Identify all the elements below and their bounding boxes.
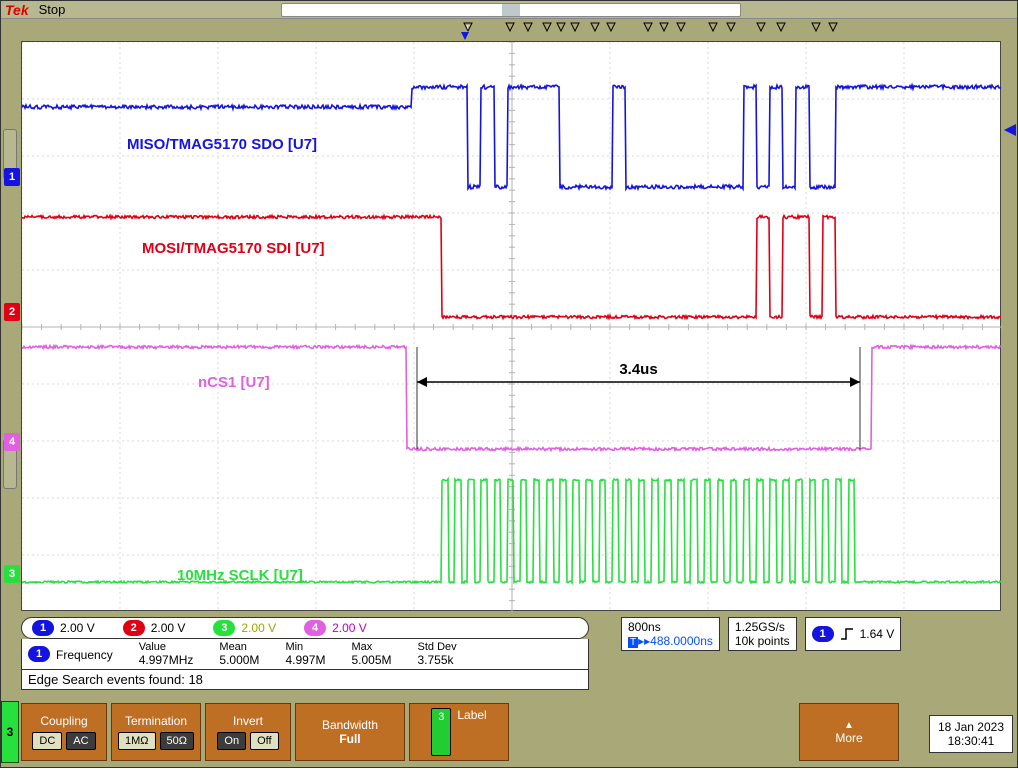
coupling-title: Coupling: [28, 714, 100, 728]
date: 18 Jan 2023: [938, 720, 1004, 734]
channel-3-label: 10MHz SCLK [U7]: [177, 567, 303, 584]
top-bar: Tek Stop: [1, 1, 1017, 19]
ch4-vdiv-value: 2.00 V: [332, 621, 367, 635]
acquisition-box: 1.25GS/s 10k points: [728, 617, 797, 651]
ch3-vdiv-value: 2.00 V: [241, 621, 276, 635]
time-per-div: 800ns: [628, 620, 713, 634]
coupling-dc[interactable]: DC: [32, 732, 62, 750]
edge-search-bar: Edge Search events found: 18: [21, 670, 589, 690]
timeline-overview[interactable]: [281, 3, 741, 17]
trigger-ch-pill: 1: [812, 626, 834, 642]
record-length: 10k points: [735, 634, 790, 648]
termination-1meg[interactable]: 1MΩ: [118, 732, 156, 750]
stats-stddev: 3.755k: [418, 653, 457, 667]
waveform-plot[interactable]: 3.4us 1 2 3 4 MISO/TMAG5170 SDO [U7] MOS…: [21, 41, 1001, 611]
more-arrow-icon: ▲: [806, 720, 892, 731]
ch1-vdiv: 1 2.00 V: [32, 620, 95, 636]
info-area: 12.00 V 22.00 V 32.00 V 42.00 V 1Frequen…: [21, 617, 1001, 690]
stats-ch-pill: 1: [28, 646, 50, 662]
oscilloscope-window: Tek Stop T 3.4us 1 2 3 4 MISO/TMAG5170 S…: [0, 0, 1018, 768]
trigger-marks-svg: T: [21, 21, 1001, 41]
more-button[interactable]: ▲ More: [799, 703, 899, 761]
ch2-vdiv: 2 2.00 V: [123, 620, 186, 636]
timestamp-box: 18 Jan 2023 18:30:41: [929, 715, 1013, 753]
right-info-boxes: 800ns T▸▸488.0000ns 1.25GS/s 10k points …: [621, 617, 901, 651]
label-ch-pill: 3: [431, 708, 451, 756]
ch2-vdiv-value: 2.00 V: [151, 621, 186, 635]
viewport-box[interactable]: [502, 4, 520, 16]
ch4-vdiv: 4 2.00 V: [304, 620, 367, 636]
vertical-scale-bar: 1 2.00 V 2 2.00 V 3 2.00 V 4 2.00 V: [21, 617, 589, 639]
ch1-pill: 1: [32, 620, 54, 636]
plot-svg: 3.4us: [22, 42, 1002, 612]
channel-3-marker[interactable]: 3: [4, 565, 20, 583]
ch3-pill: 3: [213, 620, 235, 636]
invert-title: Invert: [212, 714, 284, 728]
termination-title: Termination: [118, 714, 194, 728]
run-state: Stop: [39, 2, 66, 17]
more-label: More: [806, 731, 892, 745]
trigger-T-icon: T: [628, 637, 638, 648]
bottom-menu: 3 Coupling DCAC Termination 1MΩ50Ω Inver…: [1, 701, 1018, 769]
termination-50[interactable]: 50Ω: [160, 732, 194, 750]
termination-button[interactable]: Termination 1MΩ50Ω: [111, 703, 201, 761]
bandwidth-value: Full: [302, 732, 398, 746]
stats-max: 5.005M: [351, 653, 391, 667]
channel-4-label: nCS1 [U7]: [198, 374, 270, 391]
trigger-marks-row: T: [21, 21, 1001, 41]
trigger-box: 1 1.64 V: [805, 617, 902, 651]
bandwidth-button[interactable]: Bandwidth Full: [295, 703, 405, 761]
stats-stddev-head: Std Dev: [418, 641, 457, 653]
svg-text:T: T: [465, 24, 471, 34]
stats-value: 4.997MHz: [139, 653, 194, 667]
invert-off[interactable]: Off: [250, 732, 278, 750]
coupling-ac[interactable]: AC: [66, 732, 95, 750]
ch3-vdiv: 3 2.00 V: [213, 620, 276, 636]
stats-label: Frequency: [56, 648, 113, 662]
stats-value-head: Value: [139, 641, 194, 653]
channel-1-marker[interactable]: 1: [4, 168, 20, 186]
label-title: Label: [457, 708, 486, 756]
channel-2-label: MOSI/TMAG5170 SDI [U7]: [142, 240, 325, 257]
coupling-button[interactable]: Coupling DCAC: [21, 703, 107, 761]
stats-mean: 5.000M: [219, 653, 259, 667]
invert-button[interactable]: Invert OnOff: [205, 703, 291, 761]
trigger-level-arrow[interactable]: [1004, 124, 1016, 136]
timebase-box: 800ns T▸▸488.0000ns: [621, 617, 720, 651]
trigger-level: 1.64 V: [860, 627, 895, 641]
trigger-delay: 488.0000ns: [650, 634, 713, 648]
channel-1-label: MISO/TMAG5170 SDO [U7]: [127, 136, 317, 153]
stats-min-head: Min: [285, 641, 325, 653]
channel-2-marker[interactable]: 2: [4, 303, 20, 321]
brand-logo: Tek: [5, 2, 29, 18]
ch4-pill: 4: [304, 620, 326, 636]
svg-text:3.4us: 3.4us: [619, 361, 657, 378]
rising-edge-icon: [840, 627, 854, 641]
stats-mean-head: Mean: [219, 641, 259, 653]
time: 18:30:41: [938, 734, 1004, 748]
bandwidth-title: Bandwidth: [302, 718, 398, 732]
ch1-vdiv-value: 2.00 V: [60, 621, 95, 635]
invert-on[interactable]: On: [217, 732, 246, 750]
stats-max-head: Max: [351, 641, 391, 653]
label-button[interactable]: 3 Label: [409, 703, 509, 761]
ch2-pill: 2: [123, 620, 145, 636]
sample-rate: 1.25GS/s: [735, 620, 790, 634]
channel-4-marker[interactable]: 4: [4, 433, 20, 451]
measurement-stats-bar: 1 Frequency Value4.997MHz Mean5.000M Min4…: [21, 639, 589, 670]
channel-tab[interactable]: 3: [1, 701, 19, 763]
stats-min: 4.997M: [285, 653, 325, 667]
